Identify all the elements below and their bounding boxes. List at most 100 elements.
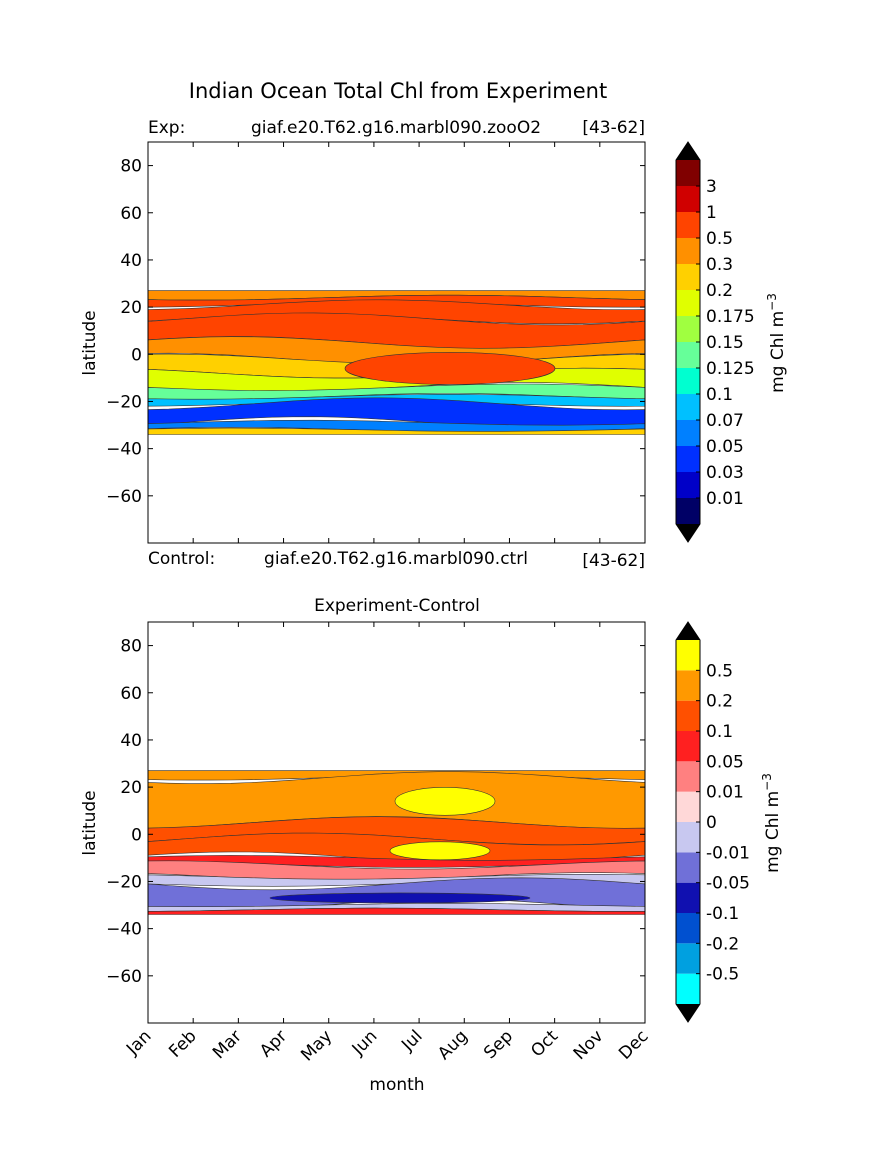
y-tick-label: 20 xyxy=(120,778,142,798)
colorbar-tick-label: -0.01 xyxy=(706,843,750,863)
y-tick-label: −40 xyxy=(106,440,142,460)
colorbar-segment xyxy=(676,700,700,731)
contour-blob xyxy=(394,786,496,816)
colorbar-segment xyxy=(676,882,700,913)
colorbar-segment xyxy=(676,498,700,524)
x-tick-label: Oct xyxy=(527,1026,562,1061)
control-left-label: Control: xyxy=(148,549,215,569)
colorbar-segment xyxy=(676,186,700,212)
y-tick-label: 0 xyxy=(131,345,142,365)
colorbar-segment xyxy=(676,238,700,264)
top-ylabel: latitude xyxy=(80,310,100,375)
top-plot-area: 80 60 40 20 0 −20 −40 −60 xyxy=(106,141,646,544)
colorbar-tick-label: 0.3 xyxy=(706,255,733,275)
x-tick-label: Feb xyxy=(165,1026,200,1061)
bottom-ylabel: latitude xyxy=(80,790,100,855)
top-subtitle: giaf.e20.T62.g16.marbl090.zooO2 xyxy=(251,118,541,138)
x-tick-label: Apr xyxy=(256,1026,291,1061)
y-tick-label: 60 xyxy=(120,204,142,224)
contour-field xyxy=(148,290,645,435)
colorbar-segment xyxy=(676,394,700,420)
y-tick-label: 40 xyxy=(120,251,142,271)
top-colorbar: 3 1 0.5 0.3 0.2 0.175 0.15 0.125 0.1 0.07 0.05 0.03… xyxy=(675,141,755,543)
contour-band xyxy=(148,427,645,435)
colorbar-tick-label: -0.2 xyxy=(706,934,739,954)
bottom-title: Experiment-Control xyxy=(314,596,480,616)
colorbar-segment xyxy=(676,670,700,701)
colorbar-segment xyxy=(676,640,700,671)
colorbar-tick-label: -0.1 xyxy=(706,904,739,924)
colorbar-under-arrow xyxy=(676,524,700,542)
y-tick-label: 40 xyxy=(120,731,142,751)
bottom-colorbar-label: mg Chl m−3 xyxy=(760,773,783,873)
bottom-colorbar: 0.5 0.2 0.1 0.05 0.01 0 -0.01 -0.05 -0.1 -0.2 -0.5 xyxy=(675,621,750,1023)
x-tick-label: Aug xyxy=(434,1026,472,1064)
top-colorbar-label: mg Chl m−3 xyxy=(765,293,788,393)
colorbar-tick-label: 0 xyxy=(706,813,717,833)
colorbar-segment xyxy=(676,913,700,944)
colorbar-segment xyxy=(676,446,700,472)
colorbar-segment xyxy=(676,264,700,290)
y-tick-label: −20 xyxy=(106,872,142,892)
plot-frame xyxy=(147,621,646,1024)
control-right-label: [43-62] xyxy=(582,551,645,571)
colorbar-over-arrow xyxy=(676,622,700,640)
contour-band xyxy=(148,419,645,433)
bottom-panel: Experiment-Control 80 60 40 20 0 −20 −40 −60 Jan… xyxy=(80,596,783,1095)
top-left-label: Exp: xyxy=(148,118,185,138)
colorbar-segment xyxy=(676,316,700,342)
colorbar-tick-label: -0.05 xyxy=(706,874,750,894)
contour-blob xyxy=(389,841,491,861)
bottom-xlabel: month xyxy=(369,1075,424,1095)
plot-frame xyxy=(147,141,646,544)
colorbar-outline xyxy=(675,621,701,1023)
colorbar-segment xyxy=(676,212,700,238)
colorbar-segment xyxy=(676,761,700,792)
contour-blob xyxy=(269,892,531,904)
colorbar-tick-label: 0.175 xyxy=(706,307,755,327)
colorbar-segment xyxy=(676,420,700,446)
y-tick-label: −40 xyxy=(106,920,142,940)
contour-band xyxy=(148,397,645,430)
colorbar-tick-label: 0.01 xyxy=(706,783,744,803)
bottom-plot-area: 80 60 40 20 0 −20 −40 −60 Jan Feb Mar Apr May Jun Jul A… xyxy=(106,621,653,1065)
colorbar-outline xyxy=(675,141,701,543)
contour-field xyxy=(148,770,645,915)
colorbar-tick-label: 0.2 xyxy=(706,281,733,301)
colorbar-tick-label: 1 xyxy=(706,203,717,223)
colorbar-tick-label: 0.5 xyxy=(706,229,733,249)
colorbar-tick-label: 0.05 xyxy=(706,752,744,772)
colorbar-tick-label: 0.15 xyxy=(706,333,744,353)
colorbar-segment xyxy=(676,290,700,316)
colorbar-tick-label: 0.125 xyxy=(706,359,755,379)
contour-band xyxy=(148,907,645,915)
x-tick-label: Jun xyxy=(348,1026,382,1060)
y-tick-label: −60 xyxy=(106,967,142,987)
colorbar-segment xyxy=(676,943,700,974)
x-tick-label: May xyxy=(297,1026,336,1065)
colorbar-segment xyxy=(676,731,700,762)
colorbar-tick-label: 0.1 xyxy=(706,385,733,405)
colorbar-tick-label: 0.03 xyxy=(706,463,744,483)
figure-title: Indian Ocean Total Chl from Experiment xyxy=(189,79,607,103)
colorbar-segment xyxy=(676,852,700,883)
colorbar-segment xyxy=(676,791,700,822)
colorbar-segment xyxy=(676,368,700,394)
x-tick-label: Nov xyxy=(570,1026,608,1064)
x-tick-label: Sep xyxy=(480,1026,517,1063)
control-name: giaf.e20.T62.g16.marbl090.ctrl xyxy=(264,549,528,569)
y-tick-label: 60 xyxy=(120,684,142,704)
colorbar-tick-label: 0.07 xyxy=(706,411,744,431)
x-tick-label: Jul xyxy=(397,1026,426,1055)
contour-band xyxy=(148,874,645,887)
colorbar-over-arrow xyxy=(676,142,700,160)
colorbar-tick-label: 0.05 xyxy=(706,437,744,457)
colorbar-under-arrow xyxy=(676,1004,700,1022)
colorbar-tick-label: -0.5 xyxy=(706,965,739,985)
colorbar-tick-label: 0.5 xyxy=(706,661,733,681)
colorbar-segment xyxy=(676,822,700,853)
y-tick-label: −20 xyxy=(106,392,142,412)
y-tick-label: 0 xyxy=(131,825,142,845)
colorbar-tick-label: 3 xyxy=(706,177,717,197)
